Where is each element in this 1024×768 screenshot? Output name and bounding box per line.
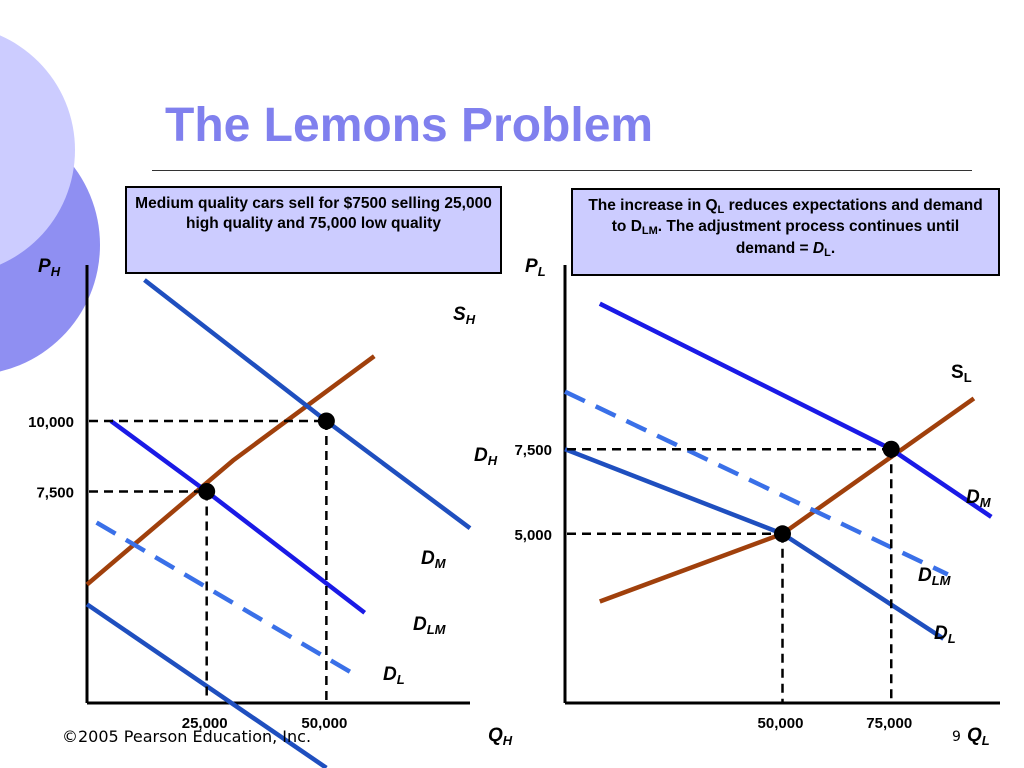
curve-dh — [143, 278, 472, 530]
curve-dlm — [95, 520, 357, 677]
x-tick-label: 50,000 — [758, 715, 804, 732]
equilibrium-point — [882, 440, 900, 458]
deco-circle-front — [0, 35, 75, 265]
y-tick-label: 7,500 — [36, 485, 74, 502]
curve-label-dlm: DLM — [918, 565, 952, 588]
curve-label-sh: SH — [453, 304, 476, 327]
title-divider — [152, 170, 972, 171]
callout-right-sub-2: LM — [641, 225, 658, 238]
y-axis-label: PH — [38, 256, 61, 279]
equilibrium-point — [317, 412, 335, 430]
callout-right-text-1: The increase in Q — [588, 197, 718, 214]
callout-right-text-3: . The adjustment process continues until… — [657, 218, 960, 257]
curve-label-dh: DH — [474, 445, 498, 468]
callout-right-italic: D — [812, 239, 825, 257]
x-tick-label: 25,000 — [182, 715, 228, 732]
equilibrium-point — [774, 525, 791, 543]
decorative-circles — [0, 35, 100, 372]
curve-label-dl: DL — [383, 664, 405, 687]
y-tick-label: 10,000 — [28, 414, 74, 431]
curve-label-sl: SL — [951, 362, 972, 385]
x-tick-label: 75,000 — [866, 715, 912, 732]
page-title: The Lemons Problem — [165, 99, 654, 152]
callout-right-sub-3: L — [824, 246, 831, 259]
x-axis-label: QH — [488, 725, 513, 748]
callout-right-text-4: . — [830, 239, 836, 257]
x-axis-label: QL — [967, 725, 990, 748]
callout-right-sub-1: L — [717, 204, 725, 216]
y-tick-label: 5,000 — [514, 527, 552, 544]
callout-right-text-2: reduces expectations and demand to D — [611, 197, 983, 236]
y-axis-label: PL — [525, 256, 546, 279]
callout-right: The increase in QL reduces expectations … — [571, 188, 1000, 276]
x-tick-label: 50,000 — [301, 715, 347, 732]
callout-left-text: Medium quality cars sell for $7500 selli… — [135, 195, 492, 233]
curve-label-dm: DM — [966, 487, 992, 510]
slide-number: 9 — [952, 729, 961, 745]
curve-label-dlm: DLM — [413, 614, 447, 637]
curve-label-dl: DL — [934, 623, 956, 646]
curve-label-dm: DM — [421, 548, 447, 571]
footer-copyright: ©2005 Pearson Education, Inc. — [62, 727, 312, 746]
curve-dlm — [564, 389, 949, 577]
curve-dl — [85, 602, 328, 768]
curve-sh — [85, 354, 376, 587]
equilibrium-point — [198, 483, 216, 500]
callout-left: Medium quality cars sell for $7500 selli… — [125, 186, 502, 274]
y-tick-label: 7,500 — [514, 442, 552, 459]
